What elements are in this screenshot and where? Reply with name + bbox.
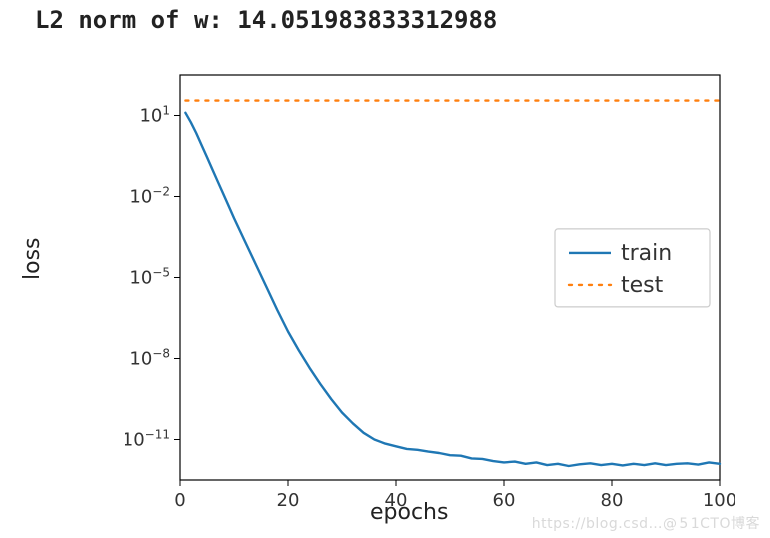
legend-test-label: test bbox=[621, 273, 664, 298]
loss-chart: 0 20 40 60 80 100 10−11 10−8 10−5 10−2 101 train tes… bbox=[125, 60, 735, 525]
y-tick-label: 101 bbox=[139, 104, 170, 127]
header-text: L2 norm of w: 14.051983833312988 bbox=[35, 6, 497, 34]
x-tick-label: 100 bbox=[703, 490, 735, 511]
y-axis-label: loss bbox=[20, 238, 45, 281]
y-tick-label: 10−11 bbox=[125, 428, 170, 451]
y-tick-label: 10−5 bbox=[129, 266, 170, 289]
legend-train-label: train bbox=[621, 241, 672, 266]
x-tick-label: 0 bbox=[174, 490, 185, 511]
x-tick-label: 40 bbox=[385, 490, 408, 511]
x-tick-label: 60 bbox=[493, 490, 516, 511]
x-tick-label: 20 bbox=[277, 490, 300, 511]
y-tick-label: 10−8 bbox=[129, 347, 170, 370]
watermark-text: https://blog.csd…@ 5 1CTO博客 bbox=[532, 513, 760, 533]
y-tick-label: 10−2 bbox=[129, 185, 170, 208]
x-tick-label: 80 bbox=[601, 490, 624, 511]
